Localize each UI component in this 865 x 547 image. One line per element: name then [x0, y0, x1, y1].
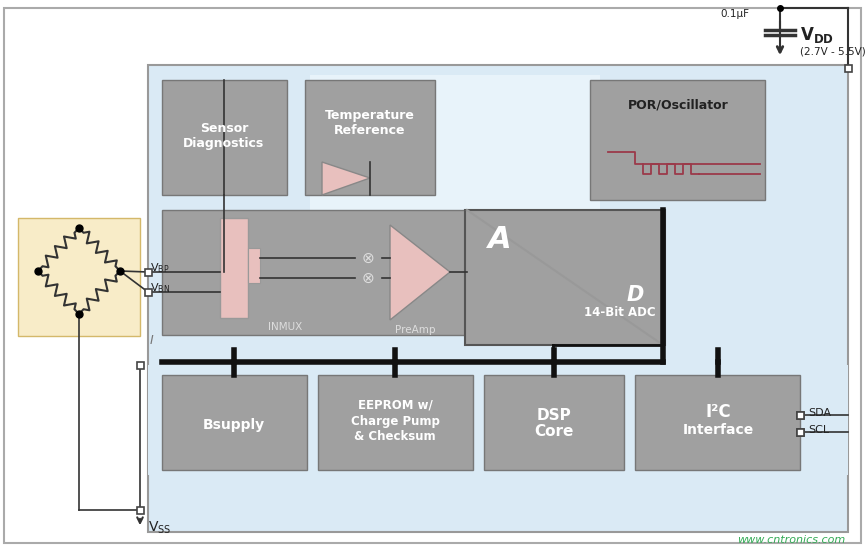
Text: Sensor: Sensor	[200, 121, 248, 135]
Text: DSP: DSP	[536, 408, 572, 422]
Bar	[797, 428, 804, 435]
Text: www.cntronics.com: www.cntronics.com	[737, 535, 845, 545]
Bar	[18, 218, 140, 336]
Bar	[162, 210, 552, 335]
Bar	[797, 411, 804, 418]
Text: SDA: SDA	[808, 408, 831, 418]
Bar	[844, 65, 851, 72]
Text: POR/Oscillator: POR/Oscillator	[628, 98, 728, 112]
Text: Reference: Reference	[334, 124, 406, 137]
Text: I²C: I²C	[705, 403, 731, 421]
Text: D: D	[626, 285, 644, 305]
Text: & Checksum: & Checksum	[354, 430, 436, 444]
Text: Core: Core	[535, 424, 573, 439]
Bar	[148, 365, 848, 475]
Text: SCL: SCL	[808, 425, 830, 435]
Text: ⊗: ⊗	[362, 271, 375, 286]
Bar	[162, 375, 307, 470]
Bar	[248, 248, 260, 283]
Text: $\mathregular{V_{SS}}$: $\mathregular{V_{SS}}$	[148, 520, 171, 536]
Polygon shape	[322, 162, 370, 195]
Bar	[137, 362, 144, 369]
Text: INMUX: INMUX	[268, 322, 302, 332]
Bar	[465, 210, 665, 345]
Bar	[797, 428, 804, 435]
Text: $\mathregular{V_{DD}}$: $\mathregular{V_{DD}}$	[800, 25, 834, 45]
Bar	[148, 65, 848, 532]
Text: $\mathregular{V_{BP}}$: $\mathregular{V_{BP}}$	[150, 261, 170, 275]
Bar	[635, 375, 800, 470]
Bar	[137, 507, 144, 514]
Bar	[144, 269, 151, 276]
Text: A: A	[488, 225, 512, 254]
Text: I: I	[150, 334, 154, 346]
Text: Diagnostics: Diagnostics	[183, 137, 265, 149]
Text: ⊗: ⊗	[362, 251, 375, 265]
Text: Temperature: Temperature	[325, 108, 415, 121]
Text: Interface: Interface	[682, 423, 753, 437]
Text: 14-Bit ADC: 14-Bit ADC	[584, 306, 656, 318]
Bar	[590, 80, 765, 200]
Bar	[310, 75, 600, 260]
Bar	[484, 375, 624, 470]
Text: $\mathregular{V_{BN}}$: $\mathregular{V_{BN}}$	[150, 281, 170, 295]
Text: (2.7V - 5.5V): (2.7V - 5.5V)	[800, 47, 865, 57]
Polygon shape	[390, 225, 450, 320]
Bar	[305, 80, 435, 195]
Text: Bsupply: Bsupply	[203, 418, 265, 432]
Bar	[144, 288, 151, 295]
Bar	[162, 80, 287, 195]
Text: PreAmp: PreAmp	[394, 325, 435, 335]
Bar	[318, 375, 473, 470]
Text: EEPROM w/: EEPROM w/	[357, 399, 432, 411]
Bar	[797, 411, 804, 418]
Text: 0.1μF: 0.1μF	[721, 9, 749, 19]
Bar	[220, 218, 248, 318]
Text: Charge Pump: Charge Pump	[350, 415, 439, 428]
